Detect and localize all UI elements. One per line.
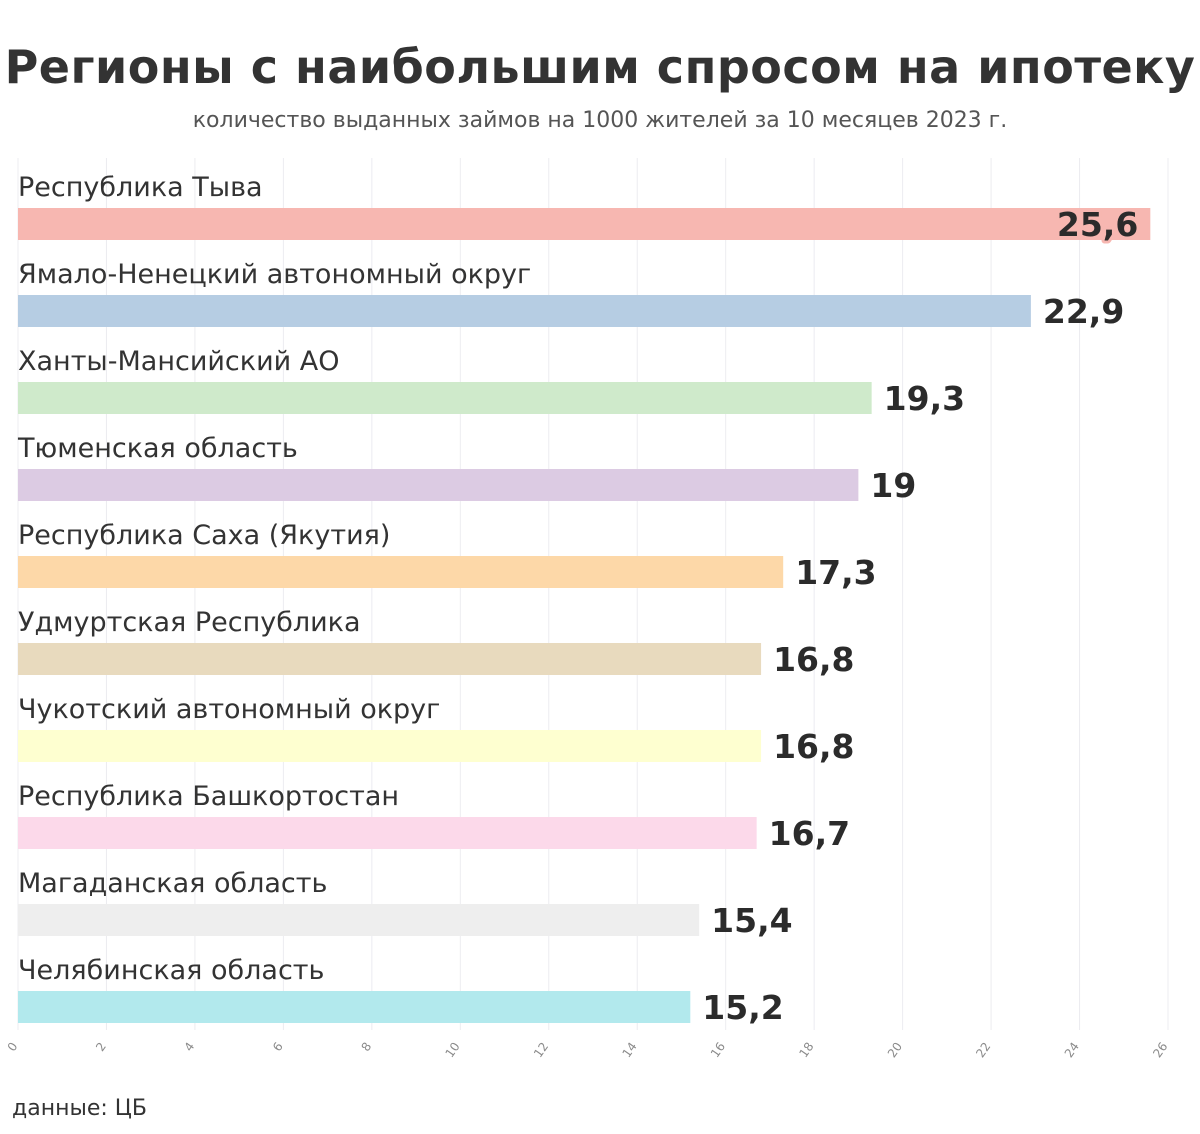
bar-row: Челябинская область 15,2	[18, 955, 784, 1027]
category-label: Республика Саха (Якутия)	[18, 520, 390, 551]
bar	[18, 643, 762, 675]
bar-row: Чукотский автономный округ 16,8	[18, 694, 854, 766]
bar	[18, 904, 700, 936]
value-label: 16,8	[773, 727, 854, 766]
x-tick-label: 8	[358, 1040, 374, 1054]
bar	[18, 730, 762, 762]
value-label: 15,4	[711, 901, 792, 940]
x-tick-label: 20	[885, 1040, 905, 1061]
x-tick-label: 6	[270, 1040, 286, 1054]
category-label: Республика Тыва	[18, 172, 263, 203]
source-note: данные: ЦБ	[12, 1096, 147, 1121]
chart-subtitle: количество выданных займов на 1000 жител…	[192, 108, 1008, 133]
category-label: Удмуртская Республика	[18, 607, 361, 638]
value-label: 16,8	[773, 640, 854, 679]
bar-row: Республика Саха (Якутия) 17,3	[18, 520, 877, 592]
value-label: 17,3	[795, 553, 876, 592]
value-label: 22,9	[1043, 292, 1124, 331]
bar-row: Республика Башкортостан 16,7	[18, 781, 850, 853]
x-axis-ticks: 0 2 4 6 8 10 12 14 16 18 20 22 24 26	[5, 1040, 1171, 1061]
bar	[18, 382, 872, 414]
category-label: Чукотский автономный округ	[18, 694, 440, 725]
bar-row: Магаданская область 15,4	[18, 868, 793, 940]
x-tick-label: 0	[5, 1040, 21, 1054]
value-label: 19,3	[884, 379, 965, 418]
category-label: Челябинская область	[18, 955, 324, 986]
value-label: 15,2	[702, 988, 783, 1027]
category-label: Республика Башкортостан	[18, 781, 399, 812]
value-label: 25,6	[1057, 205, 1138, 244]
x-tick-label: 14	[619, 1040, 639, 1061]
bars: Республика Тыва 25,6 Ямало-Ненецкий автоно…	[17, 172, 1151, 1027]
x-tick-label: 4	[182, 1040, 198, 1054]
value-label: 19	[870, 466, 916, 505]
x-tick-label: 2	[93, 1040, 109, 1054]
x-tick-label: 16	[708, 1040, 728, 1061]
x-tick-label: 24	[1062, 1040, 1082, 1061]
chart-title: Регионы с наибольшим спросом на ипотеку	[4, 40, 1196, 94]
bar	[18, 295, 1031, 327]
x-tick-label: 18	[796, 1040, 816, 1061]
category-label: Ханты-Мансийский АО	[18, 346, 339, 377]
bar	[18, 991, 691, 1023]
x-tick-label: 22	[973, 1040, 993, 1061]
x-tick-label: 10	[443, 1040, 463, 1061]
bar-row: Удмуртская Республика 16,8	[18, 607, 854, 679]
bar	[18, 469, 859, 501]
value-label: 16,7	[769, 814, 850, 853]
bar-row: Ханты-Мансийский АО 19,3	[18, 346, 965, 418]
bar	[18, 556, 784, 588]
x-tick-label: 12	[531, 1040, 551, 1061]
x-tick-label: 26	[1150, 1040, 1170, 1061]
bar-row: Ямало-Ненецкий автономный округ 22,9	[18, 259, 1124, 331]
category-label: Тюменская область	[17, 433, 298, 464]
category-label: Ямало-Ненецкий автономный округ	[18, 259, 531, 290]
category-label: Магаданская область	[18, 868, 327, 899]
bar	[18, 208, 1151, 240]
bar-row: Тюменская область 19	[17, 433, 916, 505]
bar-row: Республика Тыва 25,6	[18, 172, 1151, 247]
bar	[18, 817, 757, 849]
